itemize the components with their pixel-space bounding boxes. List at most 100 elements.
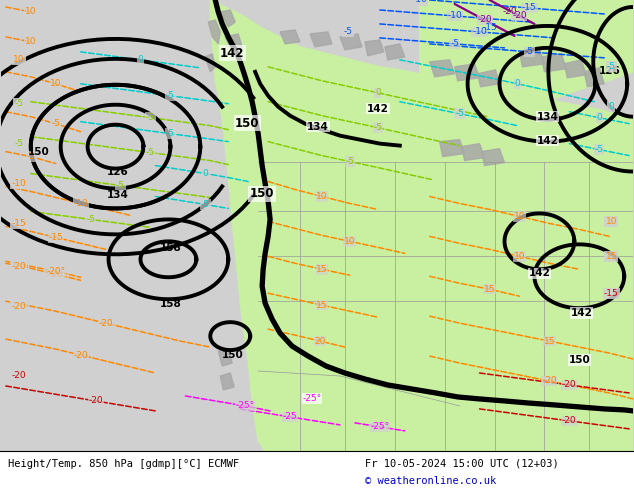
Text: 142: 142	[536, 136, 559, 146]
Text: -15: -15	[522, 3, 537, 12]
Polygon shape	[462, 144, 484, 161]
Text: -20: -20	[502, 7, 517, 16]
Text: -20: -20	[74, 350, 88, 360]
Text: 20: 20	[314, 337, 326, 345]
Text: 10: 10	[25, 7, 37, 17]
Text: -5: -5	[525, 48, 534, 56]
Text: 126: 126	[598, 66, 620, 76]
Text: 10: 10	[50, 79, 61, 88]
Text: 10: 10	[25, 37, 37, 47]
Polygon shape	[220, 10, 235, 27]
Text: 158: 158	[160, 299, 181, 309]
Text: -20: -20	[562, 380, 577, 390]
Text: -10: -10	[11, 179, 26, 188]
Text: -5: -5	[15, 99, 23, 108]
Polygon shape	[541, 54, 566, 72]
Text: 15: 15	[316, 301, 328, 310]
Text: -5: -5	[344, 27, 353, 36]
Text: 10: 10	[13, 55, 25, 64]
Text: -20: -20	[512, 11, 527, 21]
Text: 0: 0	[515, 79, 521, 88]
Polygon shape	[210, 0, 633, 451]
Polygon shape	[205, 54, 216, 72]
Text: -15: -15	[11, 219, 26, 228]
Text: -10: -10	[74, 199, 88, 208]
Polygon shape	[482, 148, 505, 166]
Text: 134: 134	[536, 112, 559, 122]
Text: -20: -20	[11, 371, 26, 381]
Text: -5: -5	[166, 129, 175, 138]
Polygon shape	[340, 34, 362, 50]
Text: 15: 15	[316, 265, 328, 274]
Text: 142: 142	[529, 268, 550, 278]
Text: 142: 142	[220, 47, 245, 60]
Text: 15: 15	[484, 285, 495, 294]
Text: 0: 0	[597, 113, 602, 122]
Polygon shape	[280, 30, 300, 44]
Text: -5: -5	[26, 152, 36, 161]
Polygon shape	[225, 34, 242, 52]
Text: -20: -20	[11, 302, 26, 311]
Text: -25°: -25°	[370, 422, 389, 431]
Text: -5: -5	[455, 109, 464, 118]
Polygon shape	[420, 0, 633, 117]
Text: 10: 10	[514, 252, 525, 261]
Text: © weatheronline.co.uk: © weatheronline.co.uk	[365, 476, 496, 486]
Polygon shape	[519, 49, 545, 67]
Text: -25°: -25°	[236, 401, 255, 411]
Text: -5: -5	[346, 157, 354, 166]
Text: 150: 150	[569, 355, 590, 365]
Text: 15: 15	[605, 252, 617, 261]
Text: -5: -5	[116, 181, 125, 190]
Text: -5: -5	[450, 39, 459, 49]
Text: Fr 10-05-2024 15:00 UTC (12+03): Fr 10-05-2024 15:00 UTC (12+03)	[365, 459, 559, 469]
Polygon shape	[455, 64, 479, 81]
Text: -15: -15	[48, 233, 63, 242]
Polygon shape	[209, 20, 220, 44]
Text: 15: 15	[543, 337, 555, 345]
Text: -5: -5	[166, 91, 175, 100]
Text: -5: -5	[146, 113, 155, 122]
Polygon shape	[477, 70, 500, 87]
Text: 126: 126	[107, 167, 129, 176]
Text: -20°: -20°	[46, 267, 65, 276]
Text: -15: -15	[482, 23, 497, 32]
Text: 10: 10	[344, 237, 356, 246]
Text: -20: -20	[98, 318, 113, 328]
Text: 0: 0	[138, 55, 143, 64]
Text: -5: -5	[86, 215, 95, 224]
Text: -10: -10	[447, 11, 462, 21]
Text: 10: 10	[605, 217, 617, 226]
Polygon shape	[585, 68, 604, 87]
Text: -20: -20	[88, 396, 103, 405]
Polygon shape	[430, 60, 455, 77]
Text: 0: 0	[609, 102, 614, 111]
Text: 10: 10	[514, 212, 525, 221]
Text: -15: -15	[604, 289, 619, 298]
Text: -5: -5	[607, 62, 616, 72]
Text: -20: -20	[542, 376, 557, 386]
Text: -10: -10	[472, 27, 487, 36]
Text: -20: -20	[48, 270, 63, 279]
Text: 150: 150	[235, 117, 259, 130]
Text: -20: -20	[477, 16, 492, 24]
Text: -5: -5	[373, 123, 382, 132]
Text: -5: -5	[595, 145, 604, 154]
Polygon shape	[439, 140, 465, 157]
Text: 158: 158	[160, 244, 181, 253]
Text: 134: 134	[107, 191, 129, 200]
Polygon shape	[385, 44, 404, 60]
Text: -10: -10	[412, 0, 427, 4]
Text: -20: -20	[562, 416, 577, 425]
Polygon shape	[218, 349, 232, 366]
Polygon shape	[310, 32, 332, 47]
Polygon shape	[564, 60, 586, 78]
Text: 134: 134	[307, 122, 329, 132]
Text: 142: 142	[367, 104, 389, 114]
Text: -5: -5	[201, 200, 210, 209]
Text: 150: 150	[221, 350, 243, 360]
Text: 0: 0	[202, 169, 208, 178]
Text: -25: -25	[283, 413, 297, 421]
Text: 10: 10	[316, 192, 328, 201]
Text: 0: 0	[375, 88, 380, 97]
